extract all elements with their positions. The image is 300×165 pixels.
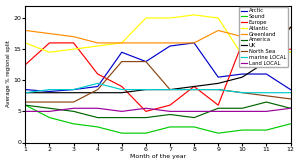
Legend: Arctic, Sound, Europe, Atlantic, Greenland, America, UK, North Sea, marine LOCAL: Arctic, Sound, Europe, Atlantic, Greenla… <box>239 7 288 67</box>
Y-axis label: Average % regional split: Average % regional split <box>6 41 10 107</box>
X-axis label: Month of the year: Month of the year <box>130 154 186 159</box>
